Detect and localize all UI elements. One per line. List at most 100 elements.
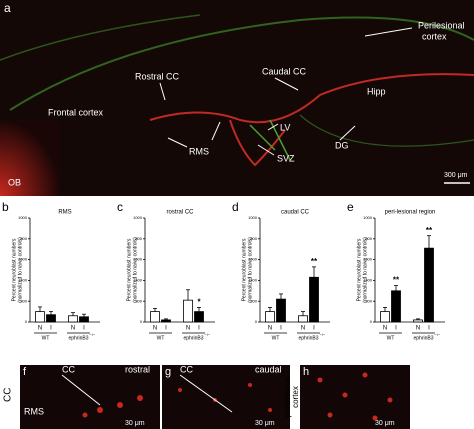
- group-label: WT: [272, 335, 280, 341]
- bar: [46, 314, 56, 323]
- y-label: (normalized to naive controls): [17, 237, 23, 303]
- annotation: *: [197, 298, 201, 307]
- bar: [276, 298, 286, 323]
- bar: [68, 315, 78, 323]
- bar: [79, 316, 89, 323]
- y-label: (normalized to naive controls): [132, 237, 138, 303]
- x-tick-label: I: [395, 326, 397, 332]
- label: CC: [62, 364, 75, 374]
- tissue-edge: [9, 16, 474, 111]
- label: LV: [280, 122, 290, 132]
- y-label: Percent neuroblast numbers: [11, 238, 17, 301]
- bar: [265, 311, 275, 323]
- side-label: perilesional: [283, 377, 292, 418]
- x-tick-label: N: [383, 326, 387, 332]
- bar: [194, 311, 204, 323]
- x-tick-label: N: [301, 326, 305, 332]
- y-tick-label: 1000: [248, 215, 258, 220]
- group-label: WT: [42, 335, 50, 341]
- arrows: [159, 27, 413, 156]
- label: Perilesional: [418, 20, 465, 30]
- y-tick-label: 200: [20, 298, 27, 303]
- bar: [183, 299, 193, 323]
- bar: [424, 247, 434, 323]
- chart-title: peri-lesional region: [385, 210, 436, 216]
- chart-title: caudal CC: [281, 210, 310, 216]
- x-tick-label: I: [165, 326, 167, 332]
- bar: [161, 319, 171, 323]
- x-tick-label: I: [198, 326, 200, 332]
- x-tick-label: I: [428, 326, 430, 332]
- scale-label: 300 μm: [444, 172, 468, 179]
- micrograph-g: [162, 365, 290, 429]
- bar: [391, 290, 401, 323]
- label: OB: [8, 177, 21, 187]
- bar: [413, 319, 423, 323]
- y-tick-label: 0: [370, 319, 373, 324]
- annotation: **: [426, 226, 433, 235]
- group-label: ephrinB3: [298, 335, 318, 341]
- y-tick-label: 600: [20, 257, 27, 262]
- y-tick-label: 200: [135, 298, 142, 303]
- x-tick-label: I: [313, 326, 315, 332]
- group-sup: −/−: [205, 332, 211, 337]
- bar: [298, 315, 308, 323]
- label: Hipp: [367, 86, 386, 96]
- label: Rostral CC: [135, 71, 180, 81]
- group-label: ephrinB3: [68, 335, 88, 341]
- y-label: Percent neuroblast numbers: [126, 238, 132, 301]
- bar: [150, 311, 160, 323]
- panel-letter: g: [165, 366, 171, 378]
- y-tick-label: 1000: [133, 215, 143, 220]
- y-label: Percent neuroblast numbers: [356, 238, 362, 301]
- panel-letter: c: [117, 200, 123, 214]
- label: caudal: [255, 364, 282, 374]
- red-stream: [229, 119, 286, 167]
- panel-letter: b: [2, 200, 9, 214]
- y-tick-label: 800: [135, 236, 142, 241]
- y-tick-label: 0: [25, 319, 28, 324]
- bar: [309, 276, 319, 323]
- label: rostral: [125, 364, 150, 374]
- scale-label: 30 μm: [255, 420, 275, 427]
- x-tick-label: N: [416, 326, 420, 332]
- x-tick-label: I: [280, 326, 282, 332]
- y-tick-label: 600: [135, 257, 142, 262]
- x-tick-label: N: [268, 326, 272, 332]
- panel-letter: d: [232, 200, 239, 214]
- y-tick-label: 800: [250, 236, 257, 241]
- annotation: **: [311, 257, 318, 266]
- group-label: WT: [387, 335, 395, 341]
- label: CC: [180, 364, 193, 374]
- green-strand: [299, 114, 474, 147]
- group-sup: −/−: [320, 332, 326, 337]
- x-tick-label: I: [83, 326, 85, 332]
- label: RMS: [189, 146, 209, 156]
- label: SVZ: [277, 153, 295, 163]
- chart-title: RMS: [58, 210, 71, 216]
- bar: [380, 311, 390, 323]
- y-tick-label: 400: [135, 277, 142, 282]
- group-label: ephrinB3: [413, 335, 433, 341]
- cells: [82, 372, 393, 421]
- x-tick-label: N: [186, 326, 190, 332]
- y-tick-label: 0: [255, 319, 258, 324]
- y-tick-label: 600: [250, 257, 257, 262]
- micrograph-a: [0, 0, 474, 196]
- panel-letter: f: [23, 366, 27, 378]
- y-label: (normalized to naive controls): [247, 237, 253, 303]
- label: RMS: [24, 406, 44, 416]
- y-tick-label: 400: [250, 277, 257, 282]
- y-tick-label: 400: [365, 277, 372, 282]
- bar: [35, 311, 45, 323]
- label: Frontal cortex: [48, 107, 104, 117]
- y-tick-label: 800: [20, 236, 27, 241]
- group-sup: −/−: [90, 332, 96, 337]
- red-stream: [149, 73, 474, 124]
- label: DG: [335, 140, 349, 150]
- x-tick-label: I: [50, 326, 52, 332]
- y-tick-label: 800: [365, 236, 372, 241]
